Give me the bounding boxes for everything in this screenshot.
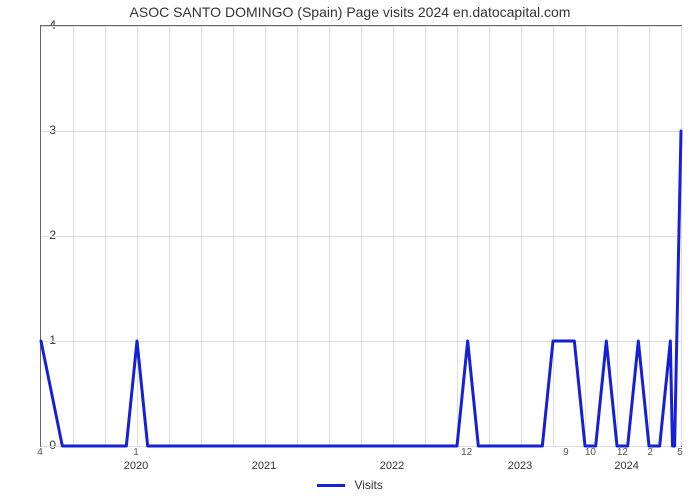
x-value-label: 12 xyxy=(461,447,472,458)
plot-area xyxy=(40,25,682,447)
x-value-label: 10 xyxy=(585,447,596,458)
line-series xyxy=(41,26,681,446)
x-value-label: 12 xyxy=(617,447,628,458)
legend-swatch-icon xyxy=(317,484,345,487)
x-value-label: 2 xyxy=(647,447,653,458)
legend: Visits xyxy=(0,478,700,492)
x-year-label: 2022 xyxy=(380,460,404,472)
x-value-label: 5 xyxy=(677,447,683,458)
x-year-label: 2020 xyxy=(124,460,148,472)
x-year-label: 2023 xyxy=(508,460,532,472)
x-value-label: 9 xyxy=(563,447,569,458)
x-year-label: 2024 xyxy=(614,460,638,472)
chart-title: ASOC SANTO DOMINGO (Spain) Page visits 2… xyxy=(0,4,700,20)
legend-label: Visits xyxy=(354,478,382,492)
vgrid-line xyxy=(681,26,682,446)
chart-container: ASOC SANTO DOMINGO (Spain) Page visits 2… xyxy=(0,0,700,500)
x-value-label: 4 xyxy=(37,447,43,458)
x-year-label: 2021 xyxy=(252,460,276,472)
x-value-label: 1 xyxy=(133,447,139,458)
